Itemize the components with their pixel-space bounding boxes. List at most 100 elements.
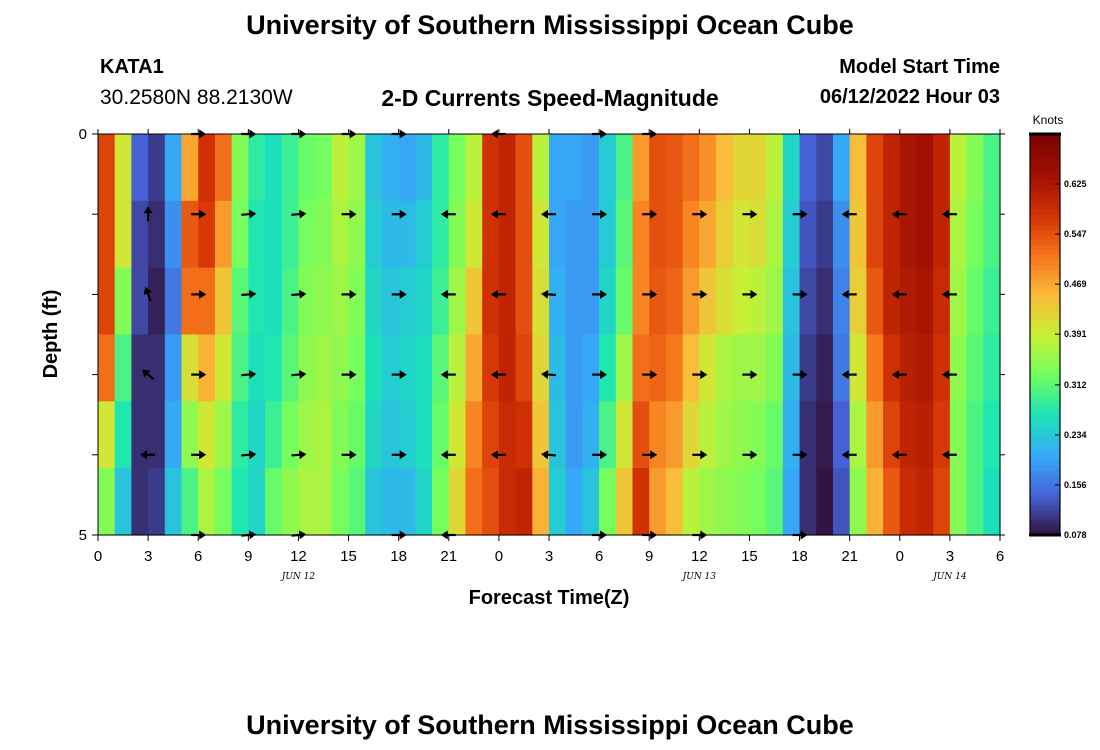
speed-cell xyxy=(599,267,617,336)
colorbar-segment xyxy=(1030,264,1060,270)
current-vector-arrow xyxy=(592,450,608,460)
speed-cell xyxy=(599,468,617,536)
speed-cell xyxy=(816,267,834,336)
speed-cell xyxy=(866,334,884,402)
current-vector-arrow xyxy=(541,370,557,379)
speed-cell xyxy=(966,334,984,402)
speed-cell xyxy=(214,334,233,402)
speed-cell xyxy=(966,134,984,202)
colorbar-segment xyxy=(1030,379,1060,386)
speed-cell xyxy=(482,134,500,202)
speed-cell xyxy=(198,468,216,536)
colorbar-segment xyxy=(1030,434,1060,441)
speed-cell xyxy=(916,267,934,336)
x-tick-label: 9 xyxy=(244,548,252,565)
speed-cell xyxy=(849,334,867,402)
current-vector-arrow xyxy=(291,450,307,460)
speed-cell xyxy=(832,267,851,336)
colorbar-segment xyxy=(1030,234,1060,240)
speed-cell xyxy=(949,468,968,536)
y-tick-label: 5 xyxy=(79,527,87,544)
current-vector-arrow xyxy=(291,209,307,219)
station-coords: 30.2580N 88.2130W xyxy=(100,86,293,109)
speed-cell xyxy=(348,134,366,202)
speed-cell xyxy=(365,334,383,402)
speed-cell xyxy=(348,401,366,469)
current-vector-arrow xyxy=(941,209,957,219)
speed-cell xyxy=(114,134,132,202)
speed-cell xyxy=(582,468,600,536)
speed-cell xyxy=(465,200,483,269)
colorbar-segment xyxy=(1030,524,1060,531)
speed-cell xyxy=(933,401,951,469)
speed-cell xyxy=(265,267,283,336)
speed-cell xyxy=(498,267,517,336)
speed-cell xyxy=(832,200,851,269)
speed-cell xyxy=(365,468,383,536)
speed-cell xyxy=(615,401,634,469)
current-vector-arrow xyxy=(642,289,658,299)
current-vector-arrow xyxy=(391,289,407,299)
speed-cell xyxy=(515,267,533,336)
speed-cell xyxy=(916,134,934,202)
speed-cell xyxy=(498,334,517,402)
current-vector-arrow xyxy=(391,209,407,219)
speed-cell xyxy=(482,401,500,469)
current-vector-arrow xyxy=(241,209,257,219)
colorbar-segment xyxy=(1030,459,1060,466)
speed-cell xyxy=(582,267,600,336)
speed-cell xyxy=(181,334,199,402)
current-vectors-layer xyxy=(140,129,957,540)
colorbar-segment xyxy=(1030,254,1060,260)
speed-cell xyxy=(665,134,684,202)
current-vector-arrow xyxy=(891,289,907,299)
speed-cell xyxy=(732,200,751,269)
speed-cell xyxy=(866,267,884,336)
colorbar-segment xyxy=(1030,174,1060,180)
current-vector-arrow xyxy=(742,450,758,460)
speed-cell xyxy=(248,134,266,202)
speed-cell xyxy=(365,200,383,269)
speed-cell xyxy=(315,401,333,469)
speed-cell xyxy=(248,334,266,402)
speed-cell xyxy=(632,468,650,536)
x-tick-label: 12 xyxy=(691,548,708,565)
current-vector-arrow xyxy=(490,370,506,380)
speed-cell xyxy=(716,401,734,469)
speed-cell xyxy=(381,267,400,336)
x-tick-label: 18 xyxy=(390,548,407,565)
speed-cell xyxy=(699,401,717,469)
speed-cell xyxy=(131,468,149,536)
speed-cell xyxy=(131,267,149,336)
current-vector-arrow xyxy=(341,450,357,460)
colorbar-segment xyxy=(1030,464,1060,471)
colorbar-segment xyxy=(1030,294,1060,301)
speed-cell xyxy=(849,267,867,336)
speed-cell xyxy=(799,200,817,269)
speed-cell xyxy=(298,334,316,402)
speed-cell xyxy=(198,134,216,202)
speed-cell xyxy=(832,401,851,469)
colorbar-segment xyxy=(1030,284,1060,290)
footer-title: University of Southern Mississippi Ocean… xyxy=(246,710,854,740)
speed-cell xyxy=(582,401,600,469)
speed-cell xyxy=(114,468,132,536)
speed-cell xyxy=(331,267,350,336)
current-vector-arrow xyxy=(592,289,608,299)
current-vector-arrow xyxy=(490,209,506,219)
date-label: JUN 13 xyxy=(681,572,717,582)
colorbar-segment xyxy=(1030,374,1060,381)
speed-cell xyxy=(816,134,834,202)
current-vector-arrow xyxy=(490,450,506,460)
speed-cell xyxy=(298,468,316,536)
speed-cell xyxy=(231,334,249,402)
speed-cell xyxy=(549,401,567,469)
current-vector-arrow xyxy=(440,450,456,460)
speed-cell xyxy=(265,468,283,536)
speed-cell xyxy=(281,200,300,269)
x-tick-label: 0 xyxy=(495,548,503,565)
speed-cell xyxy=(549,134,567,202)
speed-cell xyxy=(883,134,901,202)
speed-cell xyxy=(148,468,166,536)
